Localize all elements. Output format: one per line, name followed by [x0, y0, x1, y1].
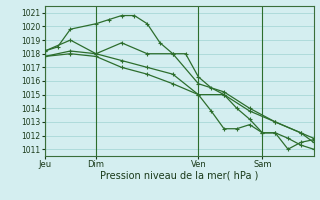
X-axis label: Pression niveau de la mer( hPa ): Pression niveau de la mer( hPa ) — [100, 171, 258, 181]
